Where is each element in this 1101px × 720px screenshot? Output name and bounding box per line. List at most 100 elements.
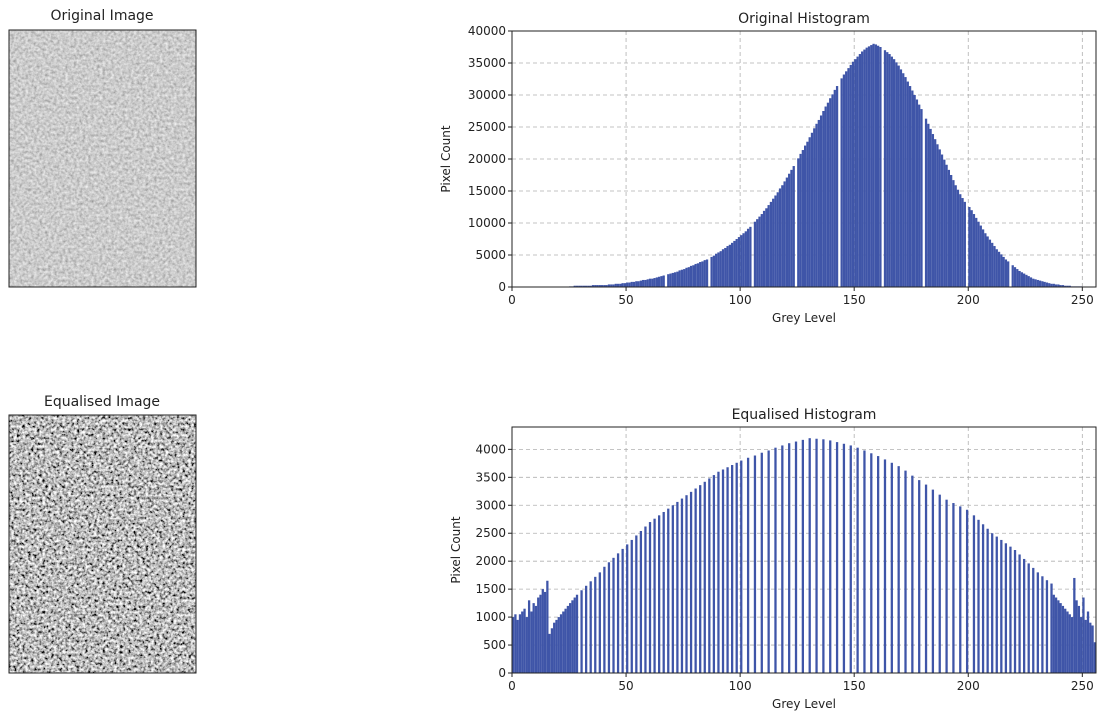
bar (982, 229, 984, 287)
bar (667, 274, 669, 287)
bar (1021, 272, 1023, 287)
y-tick-label: 1500 (475, 582, 506, 596)
bar (815, 124, 817, 287)
y-tick-label: 1000 (475, 610, 506, 624)
bar (854, 59, 856, 287)
bar (966, 510, 968, 673)
bar (754, 456, 756, 673)
bar (916, 99, 918, 287)
bar (975, 218, 977, 287)
x-tick-label: 250 (1071, 679, 1094, 693)
bar (836, 86, 838, 287)
bar (521, 612, 523, 674)
bar (843, 444, 845, 673)
bar (685, 268, 687, 287)
bar (893, 59, 895, 287)
bar (653, 278, 655, 287)
bar (799, 154, 801, 287)
bar (690, 266, 692, 287)
bar (722, 249, 724, 287)
y-tick-label: 2500 (475, 526, 506, 540)
bar (1000, 254, 1002, 287)
bar (973, 515, 975, 673)
image-title: Equalised Image (44, 394, 160, 410)
bar (574, 598, 576, 673)
bar (866, 48, 868, 287)
y-axis-label: Pixel Count (439, 125, 453, 193)
bar (649, 522, 651, 673)
bar (809, 137, 811, 287)
bar (948, 170, 950, 287)
image-title: Original Image (50, 8, 153, 24)
bar (676, 502, 678, 673)
bar (756, 219, 758, 287)
bar (895, 62, 897, 287)
bar (1089, 623, 1091, 673)
bar (642, 280, 644, 287)
bar (640, 281, 642, 287)
bar (932, 490, 934, 673)
bar (870, 45, 872, 287)
bar (631, 282, 633, 287)
bar (996, 537, 998, 673)
bar (845, 71, 847, 287)
bar (537, 598, 539, 673)
bar (774, 195, 776, 287)
bar (1085, 620, 1087, 673)
bar (558, 617, 560, 673)
bar (884, 50, 886, 287)
bar (535, 606, 537, 673)
bar (825, 107, 827, 287)
y-tick-label: 0 (498, 280, 506, 294)
bar (802, 150, 804, 287)
bar (996, 249, 998, 287)
bar (553, 623, 555, 673)
bar (1064, 609, 1066, 673)
bar (1018, 271, 1020, 287)
bar (699, 262, 701, 287)
bar (564, 609, 566, 673)
bar (539, 595, 541, 673)
bar (672, 505, 674, 673)
bar (555, 620, 557, 673)
bar (624, 283, 626, 287)
chart-title: Equalised Histogram (732, 407, 877, 423)
bar (898, 66, 900, 287)
bar (713, 475, 715, 673)
bar (761, 214, 763, 287)
bar (740, 461, 742, 673)
y-tick-label: 2000 (475, 554, 506, 568)
bar (533, 603, 535, 673)
bar (567, 606, 569, 673)
bar (925, 485, 927, 673)
bar (726, 246, 728, 287)
bar (998, 252, 1000, 287)
bar (879, 47, 881, 287)
bar (1025, 275, 1027, 287)
bar (914, 95, 916, 287)
y-tick-label: 40000 (468, 24, 506, 38)
bar (1018, 554, 1020, 673)
bar (1075, 600, 1077, 673)
bar (530, 612, 532, 674)
bar (843, 75, 845, 287)
x-tick-label: 200 (957, 293, 980, 307)
bar (1073, 578, 1075, 673)
bar (850, 65, 852, 287)
x-tick-label: 250 (1071, 293, 1094, 307)
bar (768, 205, 770, 287)
bar (526, 617, 528, 673)
bar (651, 279, 653, 287)
bar (551, 628, 553, 673)
bar (934, 139, 936, 287)
bar (763, 211, 765, 287)
bar (708, 478, 710, 673)
bar (918, 480, 920, 673)
figure: Original Image Equalised Image Original … (0, 0, 1101, 720)
x-tick-label: 50 (618, 679, 633, 693)
bar (1032, 568, 1034, 673)
bar (863, 50, 865, 287)
bar (891, 57, 893, 287)
bar (731, 243, 733, 287)
bar (1066, 612, 1068, 674)
